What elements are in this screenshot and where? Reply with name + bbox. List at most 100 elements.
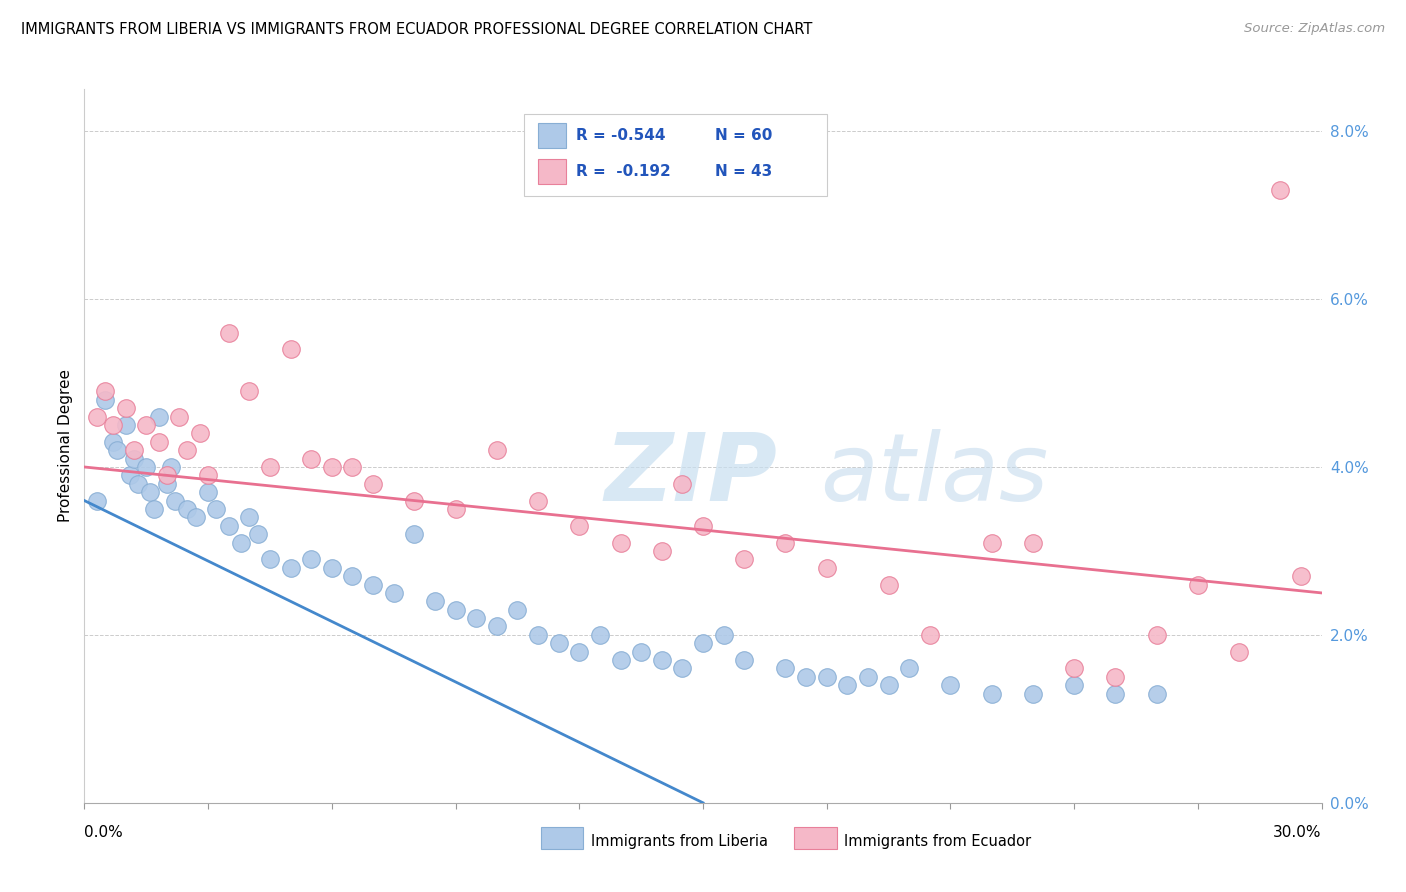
Point <box>135 460 157 475</box>
Point <box>176 502 198 516</box>
Point <box>143 502 166 516</box>
Point <box>118 468 141 483</box>
Point <box>775 535 797 549</box>
FancyBboxPatch shape <box>538 123 565 148</box>
Point <box>184 510 207 524</box>
Point <box>1146 628 1168 642</box>
Point <box>205 502 228 516</box>
Point <box>160 460 183 475</box>
Point <box>1022 535 1045 549</box>
Point <box>775 661 797 675</box>
Point <box>229 535 252 549</box>
Point <box>114 401 136 416</box>
Point <box>238 384 260 399</box>
Text: 30.0%: 30.0% <box>1274 825 1322 840</box>
Point <box>361 476 384 491</box>
Point <box>1063 661 1085 675</box>
Point <box>1022 687 1045 701</box>
Point <box>122 451 145 466</box>
Text: 0.0%: 0.0% <box>84 825 124 840</box>
Point <box>94 384 117 399</box>
Point <box>1063 678 1085 692</box>
Point <box>156 468 179 483</box>
Point <box>148 434 170 449</box>
Point <box>609 535 631 549</box>
Point <box>651 544 673 558</box>
Text: R = -0.544: R = -0.544 <box>575 128 665 143</box>
Point <box>105 443 128 458</box>
Point <box>342 460 364 475</box>
Point <box>444 502 467 516</box>
Point <box>1270 183 1292 197</box>
Point <box>1187 577 1209 591</box>
Point <box>671 661 693 675</box>
Point <box>167 409 190 424</box>
Point <box>980 535 1002 549</box>
Point <box>94 392 117 407</box>
Point <box>404 527 426 541</box>
Point <box>568 645 591 659</box>
Point <box>837 678 859 692</box>
Point <box>506 603 529 617</box>
Point <box>280 560 302 574</box>
Point <box>877 577 900 591</box>
Point <box>630 645 652 659</box>
Point <box>609 653 631 667</box>
Point <box>547 636 569 650</box>
FancyBboxPatch shape <box>538 159 565 184</box>
Point <box>280 343 302 357</box>
Point <box>815 670 838 684</box>
Point <box>692 636 714 650</box>
Text: R =  -0.192: R = -0.192 <box>575 164 671 178</box>
Point <box>1227 645 1250 659</box>
Point <box>589 628 612 642</box>
Point <box>139 485 162 500</box>
Text: N = 43: N = 43 <box>716 164 773 178</box>
Point <box>856 670 879 684</box>
Text: ZIP: ZIP <box>605 428 778 521</box>
Point <box>382 586 405 600</box>
Point <box>713 628 735 642</box>
Point <box>404 493 426 508</box>
Point <box>898 661 921 675</box>
Point <box>692 518 714 533</box>
Point <box>299 451 322 466</box>
Point <box>148 409 170 424</box>
Point <box>156 476 179 491</box>
Text: N = 60: N = 60 <box>716 128 773 143</box>
Point <box>259 460 281 475</box>
Point <box>733 653 755 667</box>
Text: Immigrants from Liberia: Immigrants from Liberia <box>591 834 768 848</box>
Point <box>86 409 108 424</box>
Point <box>197 485 219 500</box>
Point <box>127 476 149 491</box>
Point <box>527 493 550 508</box>
Point <box>114 417 136 432</box>
Text: IMMIGRANTS FROM LIBERIA VS IMMIGRANTS FROM ECUADOR PROFESSIONAL DEGREE CORRELATI: IMMIGRANTS FROM LIBERIA VS IMMIGRANTS FR… <box>21 22 813 37</box>
Point <box>918 628 941 642</box>
Point <box>103 417 125 432</box>
Point <box>238 510 260 524</box>
Point <box>527 628 550 642</box>
Point <box>485 443 508 458</box>
Point <box>218 326 240 340</box>
Point <box>321 560 343 574</box>
Point <box>246 527 269 541</box>
Point <box>423 594 446 608</box>
Text: atlas: atlas <box>821 429 1049 520</box>
Y-axis label: Professional Degree: Professional Degree <box>58 369 73 523</box>
Point <box>980 687 1002 701</box>
Point <box>877 678 900 692</box>
Point <box>465 611 488 625</box>
Text: Source: ZipAtlas.com: Source: ZipAtlas.com <box>1244 22 1385 36</box>
Point <box>671 476 693 491</box>
Point <box>188 426 211 441</box>
Point <box>1289 569 1312 583</box>
Point <box>651 653 673 667</box>
Point <box>197 468 219 483</box>
Text: Immigrants from Ecuador: Immigrants from Ecuador <box>844 834 1031 848</box>
Point <box>939 678 962 692</box>
Point <box>176 443 198 458</box>
Point <box>86 493 108 508</box>
Point <box>1146 687 1168 701</box>
